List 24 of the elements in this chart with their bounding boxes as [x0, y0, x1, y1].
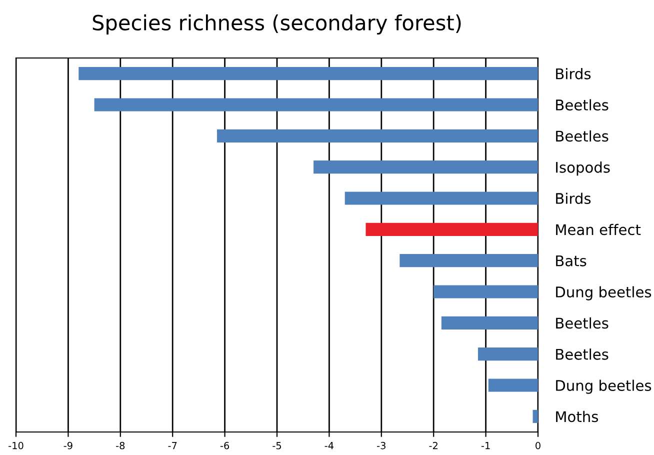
x-tick-label: -10 [8, 442, 24, 450]
x-tick-label: -3 [377, 442, 386, 450]
y-tick-label: Dung beetles [556, 380, 652, 394]
chart-title: Species richness (secondary forest) [92, 14, 461, 35]
x-tick-label: -9 [64, 442, 72, 450]
y-tick-label: Birds [556, 192, 591, 204]
y-tick-label: Isopods [556, 162, 610, 176]
x-tick-label: 0 [536, 442, 540, 450]
y-tick-label: Beetles [556, 99, 608, 110]
y-tick-label: Mean effect [556, 224, 641, 236]
y-tick-label: Beetles [556, 348, 608, 360]
x-tick-label: -2 [429, 442, 438, 450]
y-tick-label: Dung beetles [556, 286, 652, 300]
x-tick-label: -6 [220, 442, 230, 450]
y-tick-label: Birds [556, 68, 591, 80]
y-tick-label: Bats [556, 255, 586, 266]
x-tick-label: -5 [272, 442, 281, 450]
x-tick-label: -7 [168, 442, 177, 450]
y-tick-label: Beetles [556, 317, 608, 329]
y-tick-label: Moths [556, 410, 598, 422]
x-tick-label: -1 [481, 442, 490, 450]
x-tick-label: -8 [116, 442, 125, 450]
x-tick-label: -4 [324, 442, 334, 450]
y-tick-label: Beetles [556, 130, 608, 142]
